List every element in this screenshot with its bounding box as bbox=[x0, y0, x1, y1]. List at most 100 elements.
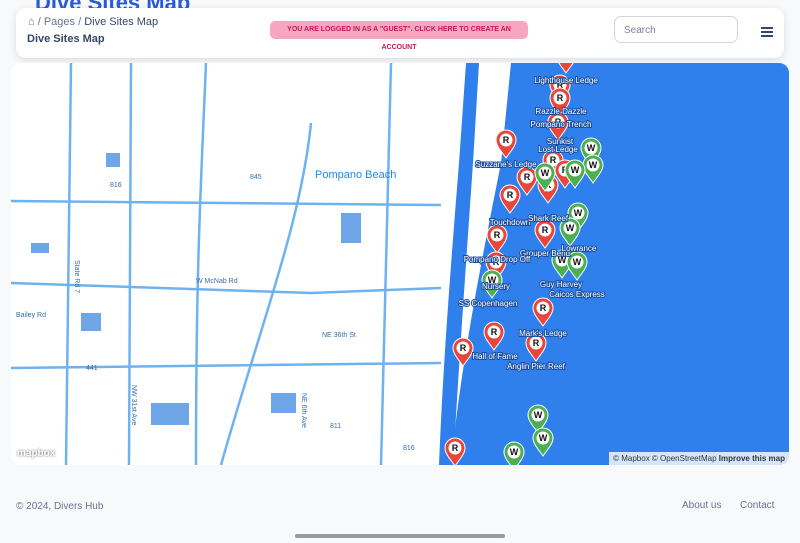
pin-dot bbox=[490, 228, 504, 242]
site-label[interactable]: Pompano Drop Off bbox=[463, 254, 532, 265]
dive-pin[interactable]: R bbox=[534, 219, 556, 249]
attribution-link[interactable]: Improve this map bbox=[718, 454, 785, 463]
site-label[interactable]: Shark Reef bbox=[527, 213, 570, 224]
road-label: NE 36th St bbox=[322, 332, 356, 339]
footer-link[interactable]: Contact bbox=[740, 500, 775, 511]
footer-link[interactable]: About us bbox=[682, 500, 722, 511]
menu-button[interactable] bbox=[761, 27, 773, 39]
pin-letter: R bbox=[533, 338, 540, 348]
map-canvas[interactable]: Pompano Beach 441 816 845 811 816 State Rd 7 W … bbox=[11, 63, 789, 465]
dive-pin[interactable]: R bbox=[516, 166, 538, 196]
road-label: NW 31st Ave bbox=[130, 385, 137, 425]
dive-pin[interactable]: R bbox=[452, 337, 474, 367]
dive-pin[interactable]: R bbox=[525, 332, 547, 362]
pin-dot bbox=[555, 253, 569, 267]
pin-dot bbox=[536, 431, 550, 445]
road-label: 811 bbox=[330, 423, 341, 430]
site-label[interactable]: Suzzane's Ledge bbox=[474, 159, 538, 170]
dive-pin[interactable]: W bbox=[503, 441, 525, 465]
site-label[interactable]: Pompano Trench bbox=[530, 119, 593, 130]
dive-pin[interactable]: R bbox=[499, 184, 521, 214]
dive-pin[interactable]: W bbox=[481, 269, 503, 299]
dive-pin[interactable]: R bbox=[532, 297, 554, 327]
pin-letter: W bbox=[558, 255, 567, 265]
road-label: 816 bbox=[403, 445, 415, 452]
pin-letter: R bbox=[542, 225, 549, 235]
search-input[interactable]: Search bbox=[614, 16, 738, 43]
dive-pin[interactable]: W bbox=[551, 249, 573, 279]
site-label[interactable]: Lowrance bbox=[561, 243, 598, 254]
dive-pin[interactable]: W bbox=[564, 159, 586, 189]
guest-banner[interactable]: YOU ARE LOGGED IN AS A "GUEST". CLICK HE… bbox=[270, 21, 528, 51]
map[interactable]: Pompano Beach 441 816 845 811 816 State Rd 7 W … bbox=[11, 63, 789, 465]
pin-letter: W bbox=[573, 257, 582, 267]
pin-dot bbox=[485, 273, 499, 287]
page-title: Dive Sites Map bbox=[27, 33, 105, 45]
site-label[interactable]: Grouper Bend bbox=[519, 248, 571, 259]
dive-pin[interactable]: R bbox=[547, 111, 569, 141]
home-indicator bbox=[295, 534, 505, 538]
site-label[interactable]: Guy Harvey bbox=[539, 279, 583, 290]
dive-pin[interactable]: W bbox=[532, 427, 554, 457]
dive-pin[interactable]: R bbox=[486, 224, 508, 254]
site-label[interactable]: Nursery bbox=[481, 281, 511, 292]
site-label[interactable]: Caicos Express bbox=[548, 289, 606, 300]
site-label[interactable]: Mark's Ledge bbox=[518, 328, 568, 339]
site-label[interactable]: Lighthouse Ledge bbox=[533, 75, 599, 86]
dive-pin[interactable]: W bbox=[582, 154, 604, 184]
site-label[interactable]: Touchdown bbox=[489, 217, 531, 228]
mapbox-logo[interactable]: mapbox bbox=[17, 448, 56, 459]
pin-letter: R bbox=[557, 93, 564, 103]
crumb[interactable]: Pages bbox=[43, 16, 76, 28]
pin-letter: R bbox=[460, 343, 467, 353]
pin-letter: R bbox=[557, 80, 564, 90]
pin-letter: R bbox=[540, 303, 547, 313]
pin-dot bbox=[538, 166, 552, 180]
site-label[interactable]: SS Copenhagen bbox=[458, 298, 519, 309]
pin-dot bbox=[571, 206, 585, 220]
site-label[interactable]: Sunkist bbox=[546, 136, 575, 147]
road-label: 816 bbox=[110, 182, 122, 189]
site-label[interactable]: Razzle Dazzle bbox=[534, 106, 588, 117]
dive-pin[interactable]: R bbox=[495, 129, 517, 159]
site-label[interactable]: Lost Ledge bbox=[537, 144, 579, 155]
pin-letter: W bbox=[587, 143, 596, 153]
pin-letter: R bbox=[503, 135, 510, 145]
pin-letter: W bbox=[541, 168, 550, 178]
pin-dot bbox=[487, 325, 501, 339]
header: ⌂ / Pages / Dive Sites Map Dive Sites Ma… bbox=[16, 8, 784, 58]
pin-dot bbox=[536, 301, 550, 315]
pin-dot bbox=[529, 336, 543, 350]
pin-letter: W bbox=[488, 275, 497, 285]
crumb: Dive Sites Map bbox=[84, 16, 159, 28]
pin-dot bbox=[568, 163, 582, 177]
dive-pin[interactable]: R bbox=[549, 87, 571, 117]
pin-dot bbox=[507, 445, 521, 459]
pin-letter: W bbox=[510, 447, 519, 457]
pin-dot bbox=[503, 188, 517, 202]
pin-dot bbox=[584, 141, 598, 155]
pin-letter: R bbox=[550, 155, 557, 165]
pin-dot bbox=[499, 133, 513, 147]
dive-pin[interactable]: R bbox=[556, 63, 576, 74]
site-label[interactable]: Anglin Pier Reef bbox=[506, 361, 567, 372]
dive-pin[interactable]: W bbox=[566, 251, 588, 281]
pin-letter: W bbox=[589, 160, 598, 170]
dive-pin[interactable]: W bbox=[527, 404, 549, 434]
pin-dot bbox=[448, 441, 462, 455]
site-label[interactable]: Hall of Fame bbox=[471, 351, 519, 362]
attribution-link[interactable]: © OpenStreetMap bbox=[651, 454, 717, 463]
dive-pin[interactable]: W bbox=[559, 217, 581, 247]
attribution-link[interactable]: © Mapbox bbox=[613, 454, 650, 463]
dive-pin[interactable]: R bbox=[444, 437, 466, 465]
pin-dot bbox=[538, 223, 552, 237]
dive-pin[interactable]: W bbox=[534, 162, 556, 192]
pin-dot bbox=[570, 255, 584, 269]
pin-dot bbox=[531, 408, 545, 422]
pin-letter: W bbox=[534, 410, 543, 420]
dive-pin[interactable]: R bbox=[483, 321, 505, 351]
road-label: W McNab Rd bbox=[196, 278, 238, 285]
pin-letter: W bbox=[571, 165, 580, 175]
pin-letter: R bbox=[491, 327, 498, 337]
